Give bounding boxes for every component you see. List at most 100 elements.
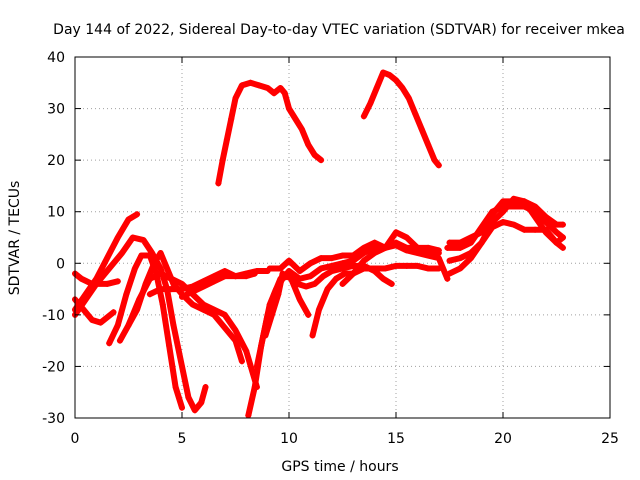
data-point <box>221 268 228 275</box>
data-point <box>303 283 310 290</box>
data-point <box>444 244 451 251</box>
data-point <box>110 309 117 316</box>
data-point <box>93 280 100 287</box>
data-point <box>360 265 367 272</box>
data-point <box>219 157 226 164</box>
series-line <box>215 79 325 187</box>
series-arc-17 <box>360 69 442 169</box>
y-tick-label: 10 <box>47 205 65 221</box>
data-point <box>179 404 185 411</box>
series-line <box>245 262 395 419</box>
y-tick-label: 30 <box>47 102 65 118</box>
data-point <box>510 198 517 205</box>
data-point <box>232 273 239 280</box>
series-arc-5 <box>106 252 185 411</box>
data-point <box>457 239 464 246</box>
data-point <box>521 198 528 205</box>
data-point <box>104 314 111 321</box>
x-axis-tick-labels: 0 5 10 15 20 25 <box>71 431 619 447</box>
data-point <box>328 268 335 275</box>
data-point <box>371 265 378 272</box>
data-point <box>279 270 286 277</box>
data-point <box>444 275 451 282</box>
series-arc-16 <box>215 79 325 187</box>
data-point <box>104 280 111 287</box>
data-point <box>403 262 410 269</box>
data-point <box>157 286 164 293</box>
data-point <box>393 229 399 236</box>
data-point <box>170 280 177 287</box>
data-point <box>125 216 132 223</box>
data-point <box>328 255 335 262</box>
series-arc-14 <box>309 262 442 339</box>
grid <box>75 57 610 418</box>
data-point <box>296 268 303 275</box>
data-point <box>251 270 258 277</box>
data-point <box>500 208 506 215</box>
data-point <box>478 229 485 236</box>
data-point <box>341 270 348 277</box>
data-point <box>104 255 111 262</box>
data-point <box>247 79 254 86</box>
data-point <box>403 247 410 254</box>
data-point <box>286 268 292 275</box>
data-point <box>414 262 421 269</box>
data-point <box>457 244 464 251</box>
data-point <box>262 332 269 339</box>
data-point <box>106 340 113 347</box>
x-tick-label: 10 <box>280 431 298 447</box>
data-point <box>311 280 318 287</box>
data-point <box>134 306 141 313</box>
data-point <box>281 90 288 97</box>
series-arc-15 <box>339 242 451 287</box>
data-point <box>286 105 292 112</box>
data-point <box>179 280 185 287</box>
data-point <box>489 211 496 218</box>
data-point <box>211 278 218 285</box>
data-point <box>78 275 85 282</box>
data-point <box>138 252 145 259</box>
y-tick-label: -20 <box>42 359 65 375</box>
data-point <box>435 162 442 169</box>
data-point <box>157 249 164 256</box>
data-point <box>292 115 299 122</box>
data-point <box>425 141 432 148</box>
data-point <box>221 324 228 331</box>
x-axis-label: GPS time / hours <box>281 459 398 475</box>
data-point <box>288 275 295 282</box>
data-point <box>446 270 453 277</box>
data-point <box>414 244 421 251</box>
data-point <box>159 301 166 308</box>
data-point <box>271 90 278 97</box>
data-point <box>333 275 340 282</box>
data-point <box>238 358 245 365</box>
data-point <box>339 252 346 259</box>
data-point <box>542 229 549 236</box>
data-point <box>559 221 566 228</box>
data-point <box>489 224 496 231</box>
series-arc-12 <box>262 270 312 339</box>
y-axis-tick-labels: -30 -20 -10 0 10 20 30 40 <box>42 50 65 427</box>
data-point <box>198 399 205 406</box>
data-point <box>211 311 218 318</box>
data-point <box>367 100 374 107</box>
data-point <box>189 301 196 308</box>
data-point <box>559 234 566 241</box>
data-point <box>119 249 126 256</box>
data-point <box>151 260 158 267</box>
data-point <box>296 296 303 303</box>
data-point <box>286 257 292 264</box>
data-point <box>425 252 432 259</box>
data-point <box>179 293 185 300</box>
data-point <box>360 257 367 264</box>
x-tick-label: 20 <box>494 431 512 447</box>
data-point <box>170 322 177 329</box>
data-point <box>446 257 453 264</box>
data-point <box>243 273 250 280</box>
data-point <box>164 265 171 272</box>
data-point <box>179 286 185 293</box>
data-point <box>172 384 179 391</box>
data-point <box>553 221 560 228</box>
data-point <box>256 82 263 89</box>
data-point <box>418 126 425 133</box>
